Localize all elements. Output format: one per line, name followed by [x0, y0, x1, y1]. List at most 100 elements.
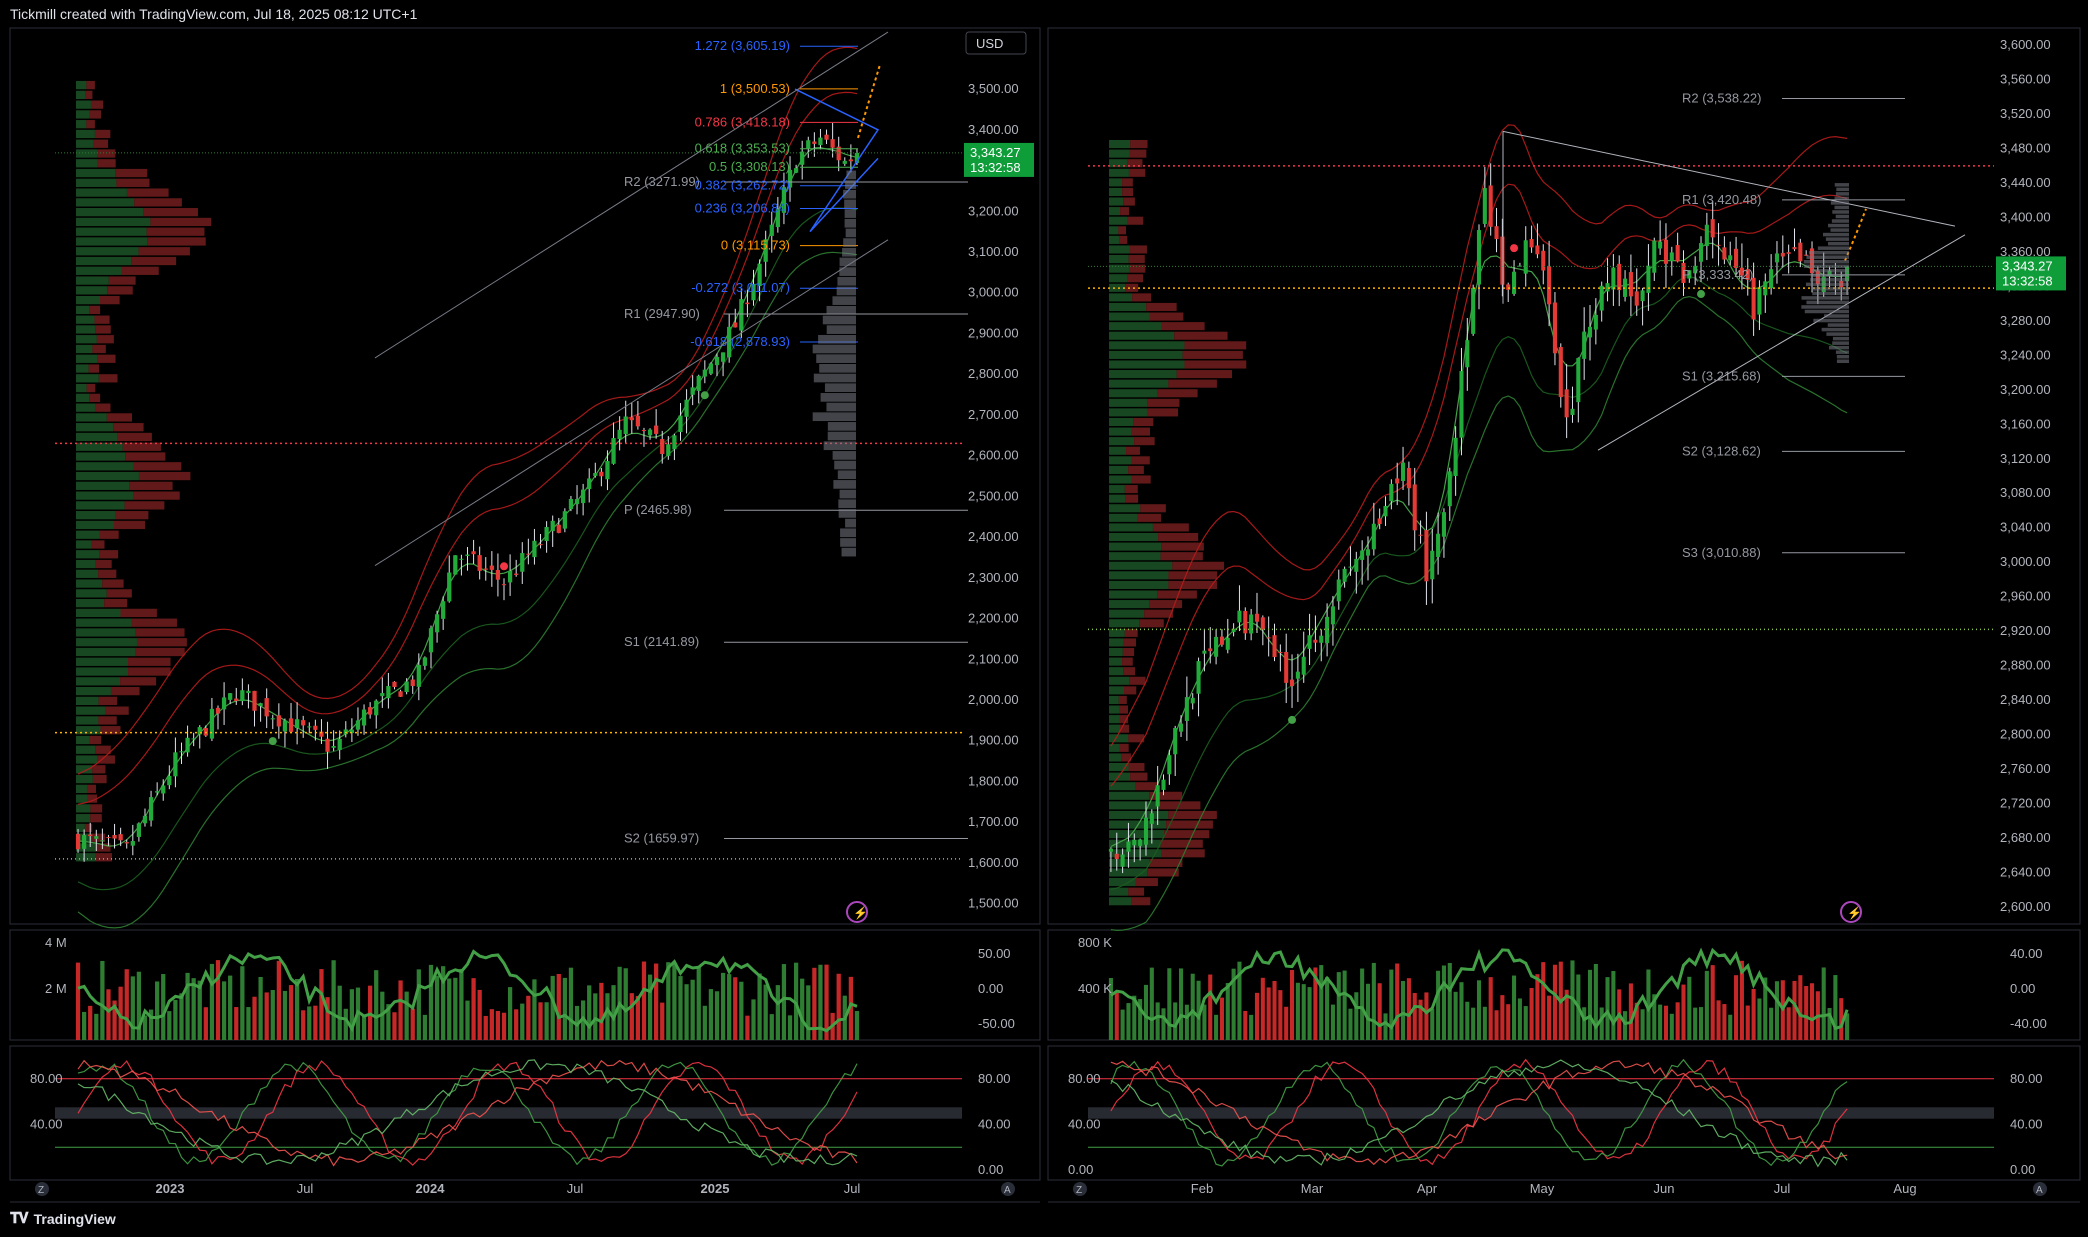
volume-profile-bar [76, 149, 98, 158]
volume-profile-bar [1135, 782, 1158, 791]
volume-profile-bar [1149, 791, 1183, 800]
bull-candle [136, 823, 142, 837]
volume-profile-bar [1161, 542, 1204, 551]
volume-bar [428, 964, 434, 1040]
bull-candle [1447, 471, 1452, 507]
visible-range-bar [1825, 237, 1849, 241]
bear-candle [1254, 613, 1260, 622]
auto-scale-button[interactable] [1001, 1182, 1015, 1196]
visible-range-bar [818, 334, 856, 344]
volume-profile-bar [89, 735, 102, 745]
bull-candle [1453, 437, 1458, 476]
volume-profile-bar [1109, 590, 1158, 599]
volume-profile-bar [1109, 245, 1130, 254]
lightning-icon [1840, 901, 1862, 923]
visible-range-bar [1811, 287, 1849, 291]
visible-range-bar [1808, 250, 1849, 255]
bear-candle [1739, 267, 1744, 276]
volume-profile-bar [1133, 417, 1154, 427]
bull-candle [1389, 483, 1394, 502]
bear-candle [1114, 853, 1119, 860]
volume-profile-bar [1168, 810, 1217, 820]
volume-profile-bar [1119, 743, 1129, 752]
volume-profile-bar [138, 247, 190, 256]
bull-candle [1184, 697, 1189, 721]
volume-profile-bar [1157, 389, 1198, 398]
bull-candle [197, 727, 202, 735]
bull-candle [1774, 253, 1780, 263]
footer-brand[interactable]: 𝐓𝐕 TradingView [10, 1210, 116, 1227]
volume-bar [562, 977, 567, 1040]
visible-range-bar [845, 228, 856, 238]
bull-candle [441, 601, 446, 619]
volume-profile-bar [76, 579, 103, 588]
volume-profile-bar [76, 589, 107, 598]
volume-bar [1833, 975, 1838, 1040]
bear-candle [599, 471, 604, 477]
volume-profile-bar [92, 833, 106, 842]
volume-profile-bar [1109, 801, 1160, 810]
bear-candle [660, 438, 665, 454]
volume-bar [1564, 989, 1569, 1040]
time-axis-label: Aug [1893, 1181, 1916, 1196]
bull-candle [666, 444, 671, 456]
bull-candle [1301, 656, 1306, 675]
bear-candle [1798, 242, 1803, 262]
visible-range-bar [1832, 210, 1849, 214]
bull-candle [727, 326, 732, 358]
volume-profile-bar [1131, 475, 1151, 484]
zoom-button[interactable] [1073, 1182, 1087, 1196]
volume-bar [1167, 968, 1172, 1040]
volume-bar [1360, 968, 1365, 1040]
volume-bar [88, 1005, 93, 1040]
auto-scale-button[interactable] [2033, 1182, 2047, 1196]
volume-bar [1161, 1008, 1166, 1040]
oscillator-pane-border [1047, 1045, 2081, 1181]
bear-candle [1745, 269, 1750, 280]
volume-profile-bar [143, 208, 198, 217]
volume-profile-bar [1160, 552, 1203, 561]
bull-candle [447, 572, 452, 602]
volume-profile-bar [1109, 341, 1185, 350]
volume-bar [100, 960, 105, 1040]
volume-profile-bar [76, 393, 90, 403]
volume-bar [1225, 983, 1230, 1040]
bull-candle [708, 363, 714, 374]
visible-range-bar [843, 238, 856, 247]
volume-bar [1675, 1002, 1680, 1040]
volume-profile-bar [1109, 255, 1129, 264]
auto-scale-label: A [2036, 1185, 2043, 1196]
volume-profile-bar [1149, 858, 1183, 867]
volume-profile-bar [1122, 647, 1135, 657]
volume-profile-bar [104, 598, 128, 608]
volume-bar [1845, 1013, 1850, 1040]
bear-candle [1529, 239, 1534, 248]
bear-candle [264, 698, 269, 717]
volume-profile-bar [104, 706, 129, 715]
bollinger-upper-band [77, 46, 858, 775]
volume-bar [416, 969, 421, 1040]
price-axis-label: 3,040.00 [2000, 520, 2051, 535]
zoom-button[interactable] [35, 1182, 49, 1196]
volume-profile-bar [1109, 398, 1148, 407]
volume-profile-bar [76, 686, 111, 696]
signal-dot [500, 562, 509, 571]
volume-bar [1769, 1007, 1774, 1040]
volume-bar [1266, 987, 1271, 1040]
pivot-label: P (3,333.42) [1682, 267, 1753, 282]
volume-profile-bar [76, 168, 116, 178]
volume-bar [258, 976, 263, 1040]
volume-bar [203, 1007, 208, 1040]
bear-candle [471, 551, 476, 555]
fib-label: -0.618 (2,878.93) [690, 334, 790, 349]
volume-profile-bar [1109, 734, 1129, 743]
volume-profile-bar [76, 423, 114, 432]
momentum-axis-label: 50.00 [978, 946, 1011, 961]
bull-candle [1640, 290, 1645, 302]
bear-candle [1494, 226, 1499, 240]
bull-candle [386, 686, 391, 699]
volume-profile-bar [115, 168, 148, 178]
bull-candle [1593, 314, 1598, 330]
volume-bar [696, 965, 701, 1040]
